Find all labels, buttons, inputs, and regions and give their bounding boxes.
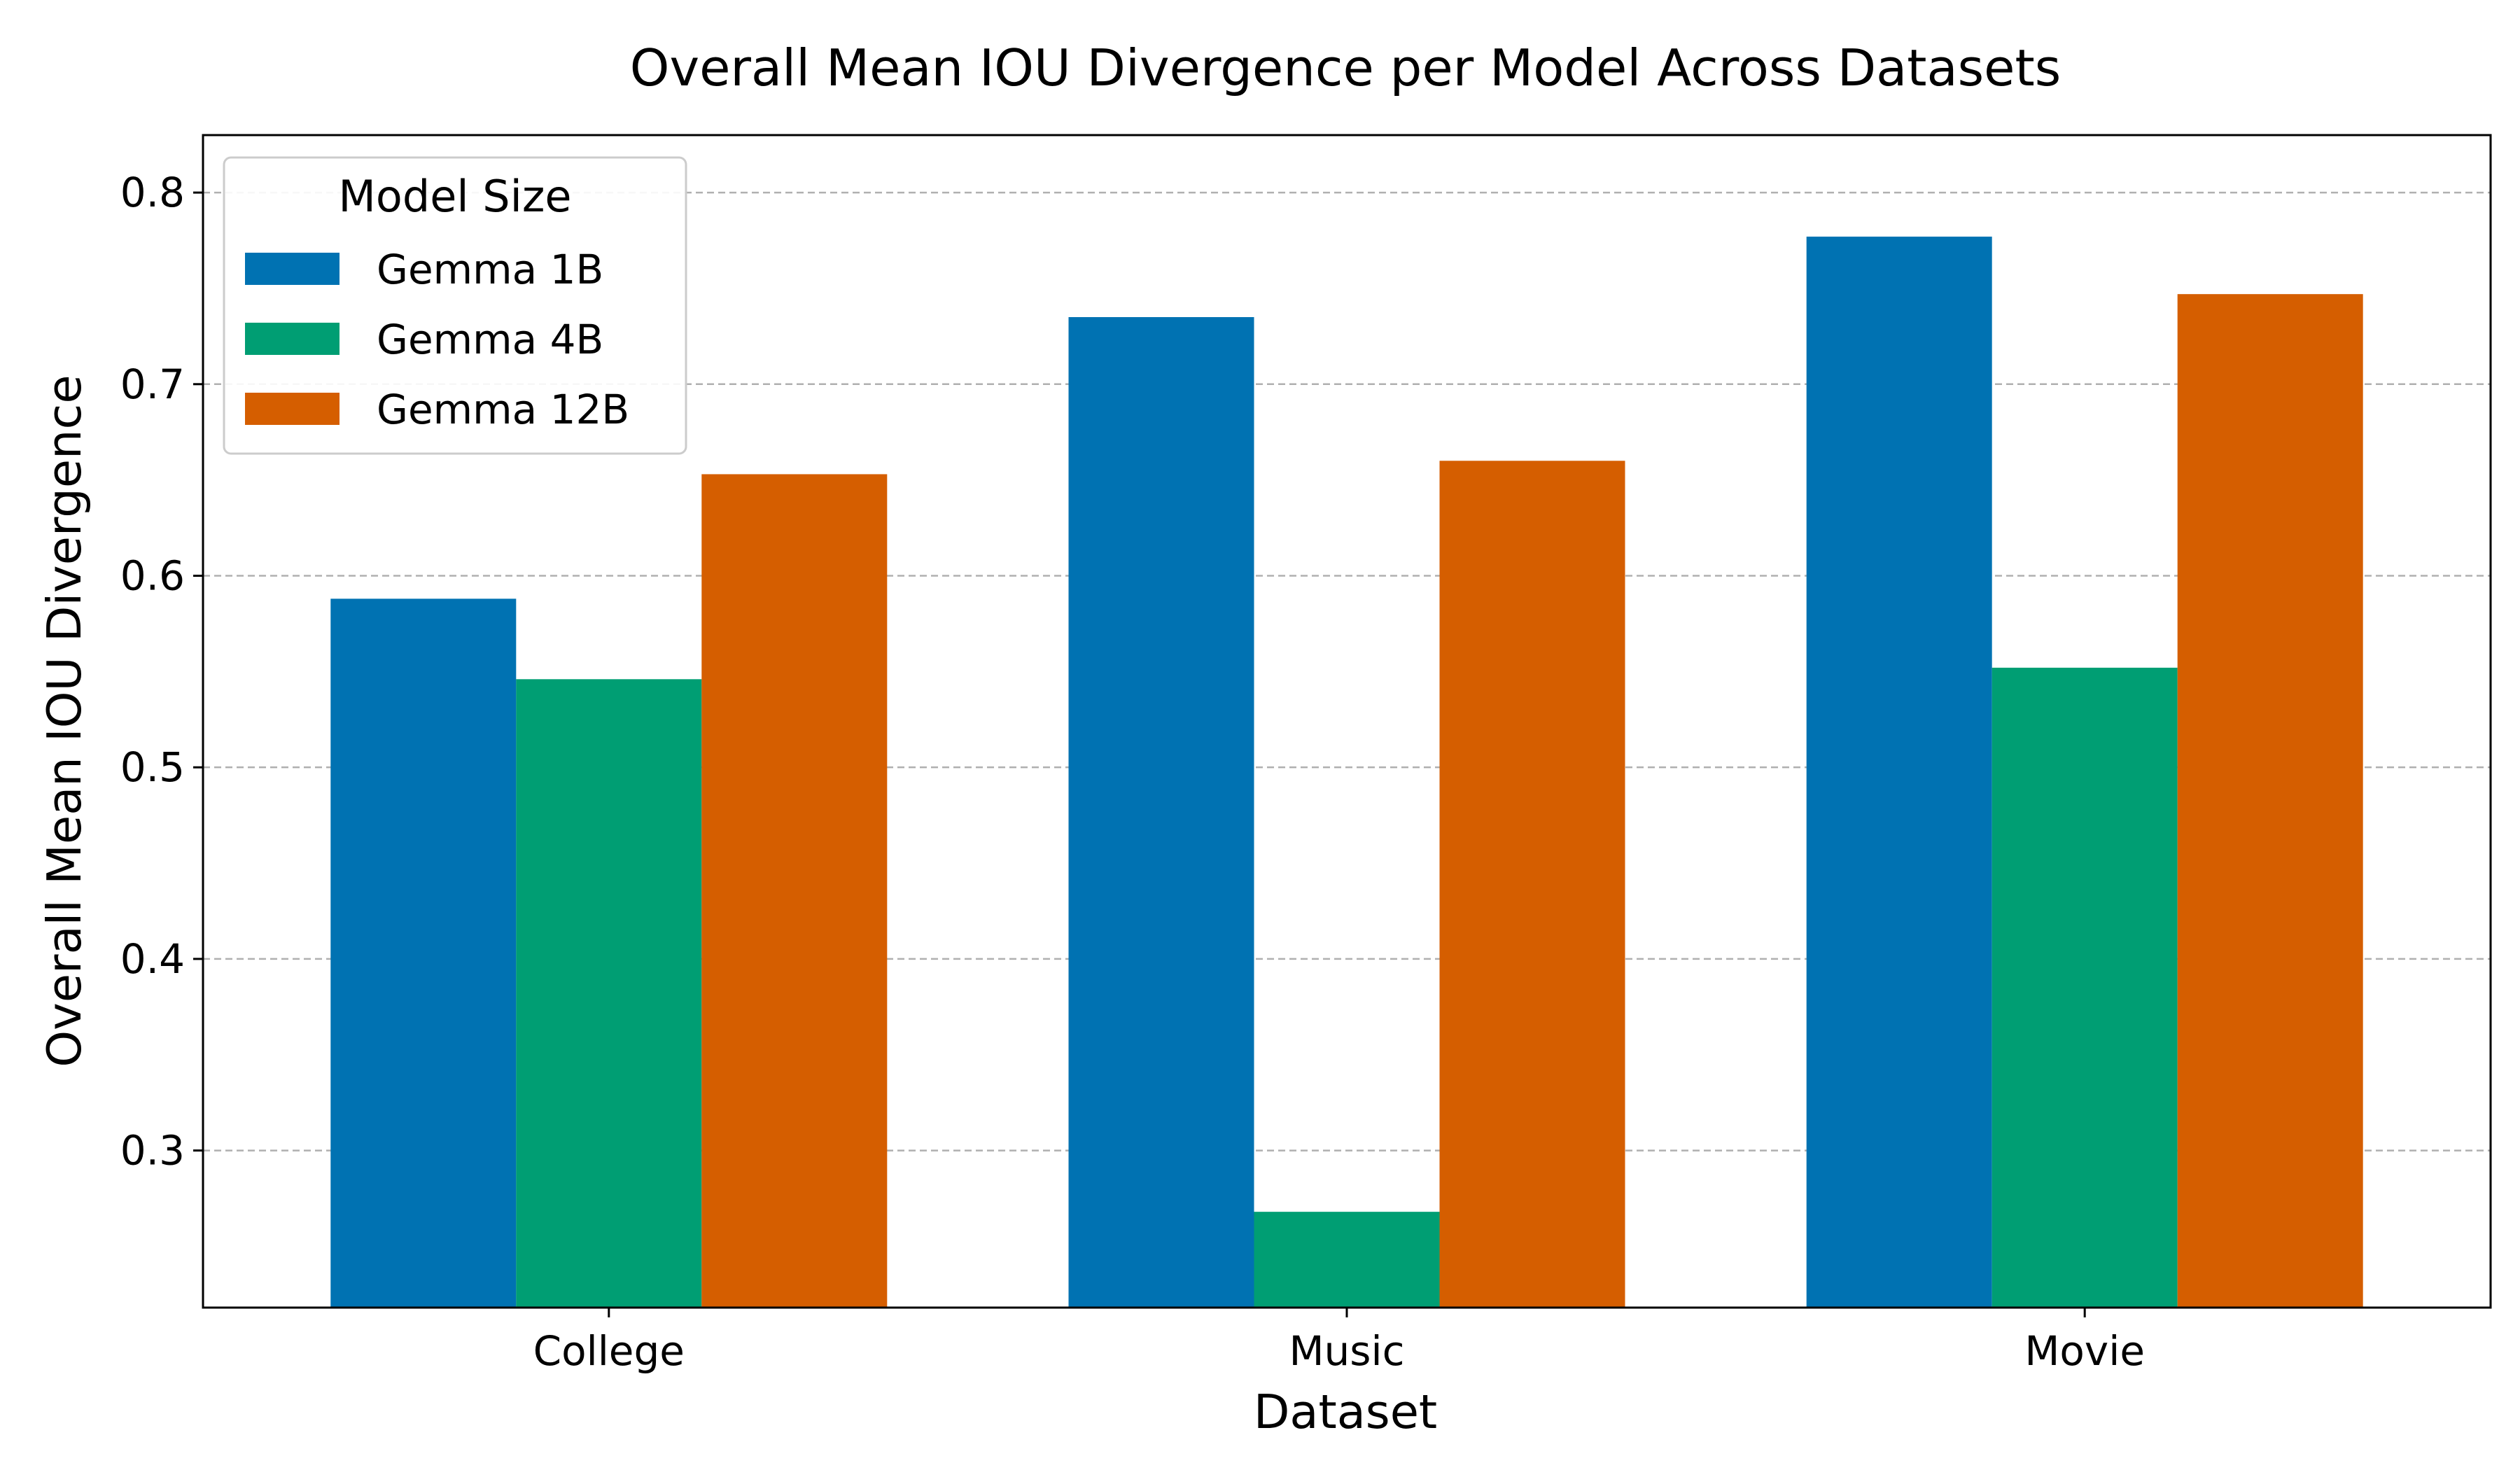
bar-gemma-1b-movie (1806, 237, 1992, 1308)
bars (330, 237, 2363, 1308)
chart-title: Overall Mean IOU Divergence per Model Ac… (630, 38, 2061, 97)
legend-label: Gemma 4B (377, 316, 603, 363)
x-axis-label: Dataset (1254, 1385, 1437, 1439)
legend-items: Gemma 1B Gemma 4B Gemma 12B (245, 246, 629, 433)
legend-title: Model Size (338, 171, 571, 222)
y-tick-label: 0.4 (120, 935, 185, 983)
bar-gemma-4b-movie (1991, 667, 2178, 1308)
x-tick-label: College (533, 1327, 685, 1375)
bar-gemma-4b-college (516, 679, 702, 1308)
bar-gemma-12b-movie (2177, 294, 2363, 1308)
legend-swatch (245, 393, 340, 425)
legend: Model Size Gemma 1B Gemma 4B Gemma 12B (223, 156, 687, 455)
bar-gemma-1b-music (1068, 317, 1254, 1308)
bar-gemma-12b-music (1439, 461, 1625, 1308)
bar-gemma-12b-college (701, 474, 888, 1308)
legend-label: Gemma 12B (377, 386, 629, 433)
x-tick-label: Movie (2024, 1327, 2145, 1375)
legend-swatch (245, 253, 340, 285)
y-tick-label: 0.6 (120, 552, 185, 599)
bar-gemma-1b-college (330, 598, 517, 1308)
y-tick-label: 0.5 (120, 743, 185, 791)
y-tick-label: 0.7 (120, 360, 185, 408)
y-tick-label: 0.3 (120, 1127, 185, 1175)
x-axis-ticks: College Music Movie (533, 1308, 2145, 1375)
y-axis-label: Overall Mean IOU Divergence (37, 374, 92, 1067)
legend-box (223, 156, 687, 455)
bar-gemma-4b-music (1254, 1212, 1440, 1308)
legend-swatch (245, 323, 340, 355)
y-axis-ticks: 0.3 0.4 0.5 0.6 0.7 0.8 (120, 169, 203, 1175)
y-tick-label: 0.8 (120, 169, 185, 216)
x-tick-label: Music (1289, 1327, 1404, 1375)
legend-label: Gemma 1B (377, 246, 603, 293)
